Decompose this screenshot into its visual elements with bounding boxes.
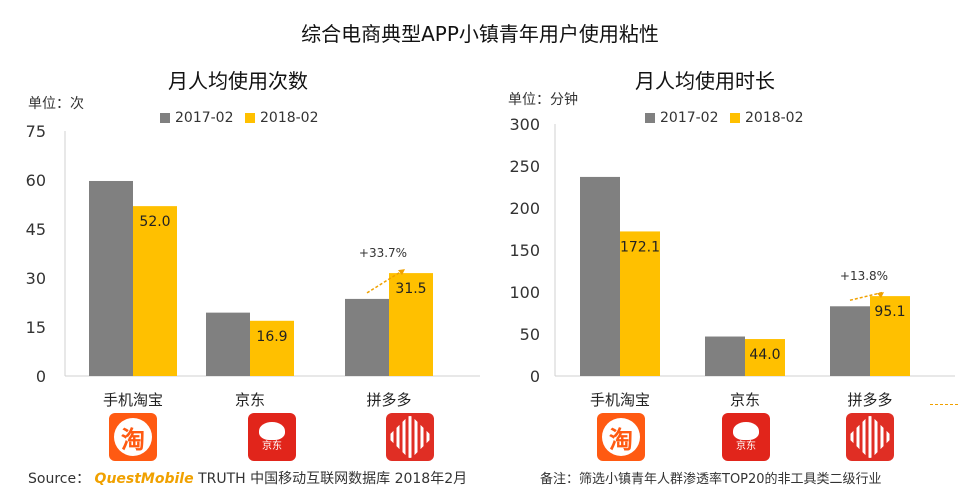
bar-2018-02-0	[620, 231, 660, 376]
data-label: 95.1	[874, 304, 905, 320]
edge-dashed-arrow	[930, 404, 958, 405]
bar-2018-02-1	[745, 339, 785, 376]
y-tick-label: 150	[509, 241, 540, 260]
jd-app-icon: 京东	[248, 413, 296, 461]
y-tick-label: 250	[509, 157, 540, 176]
data-label: 52.0	[139, 214, 170, 230]
y-tick-label: 60	[26, 171, 46, 190]
growth-arrow-line	[849, 291, 885, 302]
pinduoduo-app-icon	[846, 413, 894, 461]
jd-app-icon: 京东	[722, 413, 770, 461]
bar-2017-02-2	[830, 306, 870, 376]
bar-2018-02-2	[389, 273, 433, 376]
chart-title: 月人均使用次数	[168, 69, 308, 93]
taobao-app-icon: 淘	[109, 413, 157, 461]
unit-label: 单位：次	[28, 96, 84, 112]
legend-swatch-2018-02	[730, 113, 740, 123]
y-tick-label: 200	[509, 199, 540, 218]
y-tick-label: 0	[530, 367, 540, 386]
pinduoduo-heart-mark	[387, 414, 433, 460]
y-tick-label: 30	[26, 269, 46, 288]
category-label: 手机淘宝	[103, 391, 163, 409]
bar-2017-02-2	[345, 298, 389, 376]
legend-swatch-2018-02	[245, 113, 255, 123]
bar-2018-02-0	[133, 206, 177, 376]
bar-2017-02-1	[705, 336, 745, 376]
legend-label: 2018-02	[745, 110, 804, 126]
data-label: 172.1	[620, 239, 660, 255]
source-label: Source：	[28, 471, 91, 487]
pinduoduo-app-icon	[386, 413, 434, 461]
y-tick-label: 15	[26, 318, 46, 337]
jd-glyph: 京东	[262, 440, 282, 452]
growth-annotation: +13.8%	[840, 269, 888, 283]
taobao-glyph: 淘	[602, 418, 640, 456]
legend-swatch-2017-02	[645, 113, 655, 123]
y-tick-label: 100	[509, 283, 540, 302]
growth-arrow-line	[366, 268, 406, 294]
bar-2017-02-1	[206, 312, 250, 376]
bar-2017-02-0	[580, 176, 620, 376]
bar-2018-02-2	[870, 296, 910, 376]
y-tick-label: 75	[26, 122, 46, 141]
jd-dog-mark	[733, 421, 759, 440]
category-label: 拼多多	[366, 391, 411, 409]
category-label: 京东	[730, 391, 760, 409]
legend-label: 2018-02	[260, 110, 319, 126]
data-label: 44.0	[749, 347, 780, 363]
legend-swatch-2017-02	[160, 113, 170, 123]
source-brand: QuestMobile	[94, 471, 194, 487]
growth-annotation: +33.7%	[359, 246, 407, 260]
bar-2017-02-0	[89, 180, 133, 376]
jd-dog-mark	[259, 421, 285, 440]
y-tick-label: 45	[26, 220, 46, 239]
category-label: 拼多多	[847, 391, 892, 409]
source-description: TRUTH 中国移动互联网数据库 2018年2月	[198, 471, 468, 487]
taobao-glyph: 淘	[114, 418, 152, 456]
data-label: 31.5	[395, 281, 426, 297]
legend-label: 2017-02	[660, 110, 719, 126]
bar-2018-02-1	[250, 320, 294, 376]
unit-label: 单位：分钟	[508, 91, 578, 108]
footer-source: Source： QuestMobile TRUTH 中国移动互联网数据库 201…	[28, 468, 467, 488]
taobao-app-icon: 淘	[597, 413, 645, 461]
growth-arrow-head	[398, 269, 405, 276]
data-label: 16.9	[256, 329, 287, 345]
category-label: 手机淘宝	[590, 391, 650, 409]
pinduoduo-heart-mark	[847, 414, 893, 460]
y-tick-label: 50	[520, 325, 540, 344]
y-tick-label: 0	[36, 367, 46, 386]
jd-glyph: 京东	[736, 440, 756, 452]
chart-title: 月人均使用时长	[635, 69, 775, 93]
page-title: 综合电商典型APP小镇青年用户使用粘性	[301, 22, 659, 46]
y-tick-label: 300	[509, 115, 540, 134]
category-label: 京东	[235, 391, 265, 409]
footer-note: 备注：筛选小镇青年人群渗透率TOP20的非工具类二级行业	[540, 472, 882, 487]
growth-arrow-head	[877, 292, 884, 299]
legend-label: 2017-02	[175, 110, 234, 126]
